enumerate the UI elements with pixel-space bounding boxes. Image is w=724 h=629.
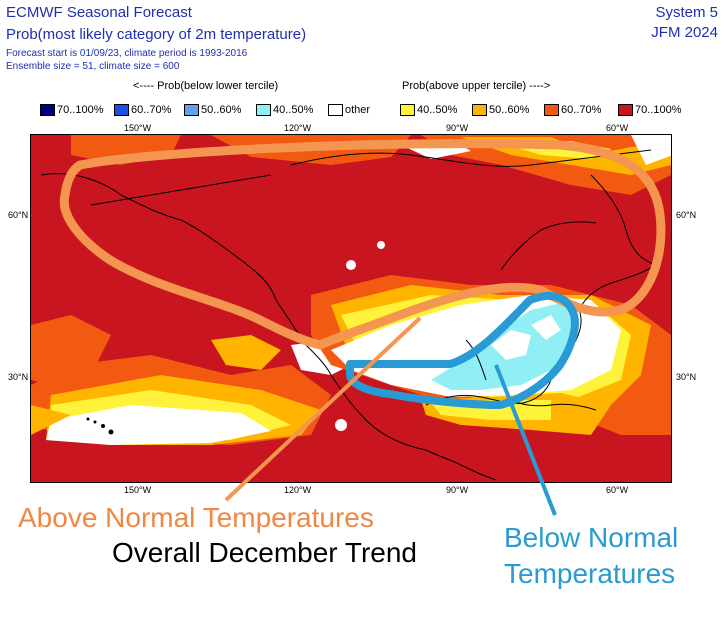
period-label: JFM 2024 bbox=[651, 24, 718, 41]
island bbox=[86, 417, 90, 421]
zone-other bbox=[346, 260, 356, 270]
forecast-info: Forecast start is 01/09/23, climate peri… bbox=[6, 48, 248, 59]
lat-tick-right: 60°N bbox=[676, 210, 697, 220]
lat-tick-right: 30°N bbox=[676, 372, 697, 382]
map-title: ECMWF Seasonal Forecast bbox=[6, 4, 192, 21]
ensemble-info: Ensemble size = 51, climate size = 600 bbox=[6, 61, 180, 72]
island bbox=[93, 420, 97, 424]
lat-tick-left: 60°N bbox=[8, 210, 29, 220]
legend-item: 60..70% bbox=[114, 102, 171, 118]
lat-tick-left: 30°N bbox=[8, 372, 29, 382]
zone-other bbox=[377, 241, 385, 249]
legend-swatch bbox=[328, 104, 343, 116]
legend-item: other bbox=[328, 102, 370, 118]
legend-label: 60..70% bbox=[131, 104, 172, 116]
legend-swatch bbox=[400, 104, 415, 116]
below-normal-line2: Temperatures bbox=[504, 558, 676, 589]
below-normal-line1: Below Normal bbox=[504, 522, 679, 553]
legend-item: 70..100% bbox=[618, 102, 681, 118]
legend-label: 50..60% bbox=[201, 104, 242, 116]
lon-tick-bottom: 120°W bbox=[284, 485, 312, 495]
legend-item: 50..60% bbox=[472, 102, 529, 118]
legend-item: 60..70% bbox=[544, 102, 601, 118]
below-normal-label: Below Normal Temperatures bbox=[504, 520, 678, 592]
legend-label: 50..60% bbox=[489, 104, 530, 116]
system-label: System 5 bbox=[655, 4, 718, 21]
lon-tick-top: 60°W bbox=[606, 123, 629, 133]
above-normal-label: Above Normal Temperatures bbox=[18, 502, 374, 533]
legend-swatch bbox=[618, 104, 633, 116]
hawaii bbox=[86, 417, 114, 435]
legend-item: 50..60% bbox=[184, 102, 241, 118]
legend-swatch bbox=[40, 104, 55, 116]
lon-tick-top: 90°W bbox=[446, 123, 469, 133]
legend-label: 40..50% bbox=[273, 104, 314, 116]
legend-item: 40..50% bbox=[400, 102, 457, 118]
legend-item: 70..100% bbox=[40, 102, 103, 118]
lon-tick-top: 150°W bbox=[124, 123, 152, 133]
legend-swatch bbox=[544, 104, 559, 116]
zone-50-60 bbox=[31, 405, 71, 435]
trend-label: Overall December Trend bbox=[112, 537, 418, 568]
legend-label: 70..100% bbox=[635, 104, 682, 116]
lon-tick-bottom: 150°W bbox=[124, 485, 152, 495]
map-subtitle: Prob(most likely category of 2m temperat… bbox=[6, 26, 307, 43]
lon-tick-top: 120°W bbox=[284, 123, 312, 133]
zone-other bbox=[335, 419, 347, 431]
zone-other bbox=[46, 405, 271, 445]
legend-swatch bbox=[184, 104, 199, 116]
legend-label: 70..100% bbox=[57, 104, 104, 116]
lon-tick-bottom: 60°W bbox=[606, 485, 629, 495]
legend-label: other bbox=[345, 104, 371, 116]
legend-swatch bbox=[472, 104, 487, 116]
legend-swatch bbox=[256, 104, 271, 116]
legend: 70..100% 60..70% 50..60% 40..50% other 4… bbox=[40, 102, 700, 118]
legend-item: 40..50% bbox=[256, 102, 313, 118]
island bbox=[108, 429, 114, 435]
legend-label: 60..70% bbox=[561, 104, 602, 116]
legend-above-heading: Prob(above upper tercile) ----> bbox=[402, 80, 551, 92]
map-canvas bbox=[31, 135, 671, 482]
island bbox=[101, 424, 105, 428]
lon-tick-bottom: 90°W bbox=[446, 485, 469, 495]
legend-below-heading: <---- Prob(below lower tercile) bbox=[133, 80, 279, 92]
forecast-map bbox=[30, 134, 672, 483]
legend-swatch bbox=[114, 104, 129, 116]
legend-label: 40..50% bbox=[417, 104, 458, 116]
